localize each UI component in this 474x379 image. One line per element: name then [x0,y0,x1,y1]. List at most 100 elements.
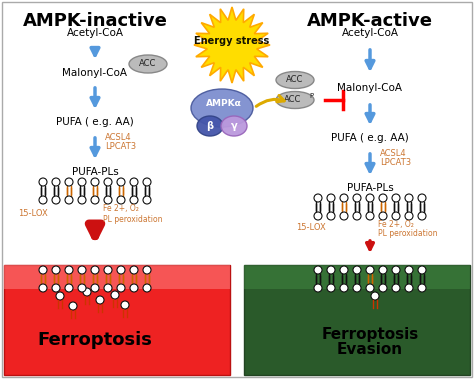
Text: AMPK-inactive: AMPK-inactive [23,12,167,30]
Bar [4,265,230,289]
Circle shape [78,284,86,292]
Circle shape [78,196,86,204]
Circle shape [117,266,125,274]
Circle shape [366,194,374,202]
Circle shape [314,284,322,292]
Circle shape [69,302,77,310]
Circle shape [65,266,73,274]
Circle shape [379,194,387,202]
Circle shape [405,194,413,202]
Circle shape [104,196,112,204]
Text: PL peroxidation: PL peroxidation [378,230,438,238]
Circle shape [56,292,64,300]
Polygon shape [194,7,270,83]
Circle shape [91,178,99,186]
Circle shape [52,178,60,186]
Circle shape [314,266,322,274]
Circle shape [39,178,47,186]
Circle shape [379,212,387,220]
Ellipse shape [191,89,253,127]
Circle shape [327,194,335,202]
Circle shape [121,301,129,309]
Circle shape [371,292,379,300]
Circle shape [353,194,361,202]
Bar [4,265,230,375]
Text: β: β [207,121,214,131]
Text: PUFA-PLs: PUFA-PLs [72,167,118,177]
Circle shape [379,284,387,292]
Ellipse shape [129,55,167,73]
Circle shape [405,212,413,220]
Text: 15-LOX: 15-LOX [18,208,48,218]
Text: PUFA-PLs: PUFA-PLs [346,183,393,193]
Circle shape [104,266,112,274]
Circle shape [83,288,91,296]
Text: ACSL4: ACSL4 [380,149,407,158]
Text: ACC: ACC [286,75,304,85]
Circle shape [130,284,138,292]
Circle shape [91,266,99,274]
Text: LPCAT3: LPCAT3 [380,158,411,167]
Circle shape [392,266,400,274]
Circle shape [91,284,99,292]
Text: 15-LOX: 15-LOX [296,224,326,232]
Circle shape [143,266,151,274]
Circle shape [78,266,86,274]
Circle shape [379,266,387,274]
Circle shape [392,284,400,292]
Ellipse shape [276,91,314,108]
Ellipse shape [221,116,247,136]
Text: PUFA ( e.g. AA): PUFA ( e.g. AA) [56,117,134,127]
Circle shape [340,266,348,274]
Text: Ferroptosis: Ferroptosis [321,326,419,341]
Bar [244,265,470,289]
Circle shape [392,194,400,202]
Ellipse shape [276,72,314,89]
Circle shape [327,284,335,292]
Circle shape [117,196,125,204]
Text: AMPK-active: AMPK-active [307,12,433,30]
Circle shape [353,266,361,274]
Circle shape [340,212,348,220]
Circle shape [91,196,99,204]
Bar [244,265,470,375]
Circle shape [39,266,47,274]
Circle shape [65,284,73,292]
Circle shape [418,212,426,220]
Circle shape [314,194,322,202]
Circle shape [143,178,151,186]
Circle shape [111,291,119,299]
Circle shape [405,266,413,274]
Circle shape [52,284,60,292]
Circle shape [366,266,374,274]
Circle shape [418,266,426,274]
Text: ACC: ACC [284,96,301,105]
Text: Fe 2+, O₂: Fe 2+, O₂ [103,205,139,213]
Circle shape [78,178,86,186]
Circle shape [340,284,348,292]
Ellipse shape [197,116,223,136]
Circle shape [130,266,138,274]
Text: PUFA ( e.g. AA): PUFA ( e.g. AA) [331,133,409,143]
Circle shape [117,284,125,292]
Circle shape [392,212,400,220]
Circle shape [65,196,73,204]
Circle shape [143,284,151,292]
Circle shape [366,284,374,292]
Text: P: P [309,93,313,99]
Circle shape [96,296,104,304]
Circle shape [418,284,426,292]
Circle shape [340,194,348,202]
Circle shape [65,178,73,186]
Text: AMPKα: AMPKα [206,99,242,108]
Text: ACSL4: ACSL4 [105,133,132,142]
Circle shape [39,196,47,204]
Text: Malonyl-CoA: Malonyl-CoA [63,68,128,78]
Text: Fe 2+, O₂: Fe 2+, O₂ [378,219,414,229]
Text: PL peroxidation: PL peroxidation [103,215,163,224]
Text: LPCAT3: LPCAT3 [105,142,136,151]
Circle shape [418,194,426,202]
Circle shape [327,266,335,274]
Circle shape [52,266,60,274]
Text: Energy stress: Energy stress [194,36,270,46]
